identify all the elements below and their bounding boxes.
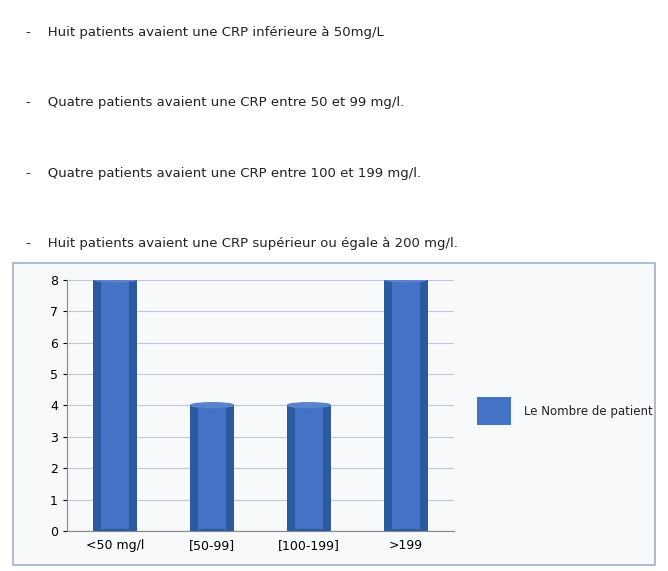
Text: Le Nombre de patient: Le Nombre de patient <box>524 405 653 417</box>
Ellipse shape <box>384 276 428 282</box>
Bar <box>477 397 510 425</box>
Ellipse shape <box>94 276 137 282</box>
Ellipse shape <box>287 402 331 407</box>
Ellipse shape <box>384 529 428 533</box>
Bar <box>287 405 295 531</box>
Bar <box>392 280 420 531</box>
Ellipse shape <box>190 402 234 407</box>
Bar <box>295 405 323 531</box>
Ellipse shape <box>287 529 331 533</box>
Text: -    Huit patients avaient une CRP supérieur ou égale à 200 mg/l.: - Huit patients avaient une CRP supérieu… <box>26 237 458 250</box>
Ellipse shape <box>384 277 428 283</box>
Bar <box>190 405 198 531</box>
Bar <box>129 280 137 531</box>
Ellipse shape <box>94 277 137 283</box>
Ellipse shape <box>384 277 428 283</box>
Bar <box>384 280 392 531</box>
Bar <box>198 405 226 531</box>
Text: -    Huit patients avaient une CRP inférieure à 50mg/L: - Huit patients avaient une CRP inférieu… <box>26 26 384 39</box>
Bar <box>226 405 234 531</box>
Bar <box>102 280 129 531</box>
Ellipse shape <box>287 403 331 408</box>
Ellipse shape <box>190 403 234 408</box>
Bar <box>420 280 428 531</box>
Ellipse shape <box>190 403 234 408</box>
Ellipse shape <box>287 403 331 408</box>
Ellipse shape <box>190 529 234 533</box>
Bar <box>323 405 331 531</box>
Ellipse shape <box>94 277 137 283</box>
Bar <box>94 280 102 531</box>
Text: -    Quatre patients avaient une CRP entre 100 et 199 mg/l.: - Quatre patients avaient une CRP entre … <box>26 167 422 179</box>
Text: -    Quatre patients avaient une CRP entre 50 et 99 mg/l.: - Quatre patients avaient une CRP entre … <box>26 96 404 109</box>
Ellipse shape <box>94 529 137 533</box>
